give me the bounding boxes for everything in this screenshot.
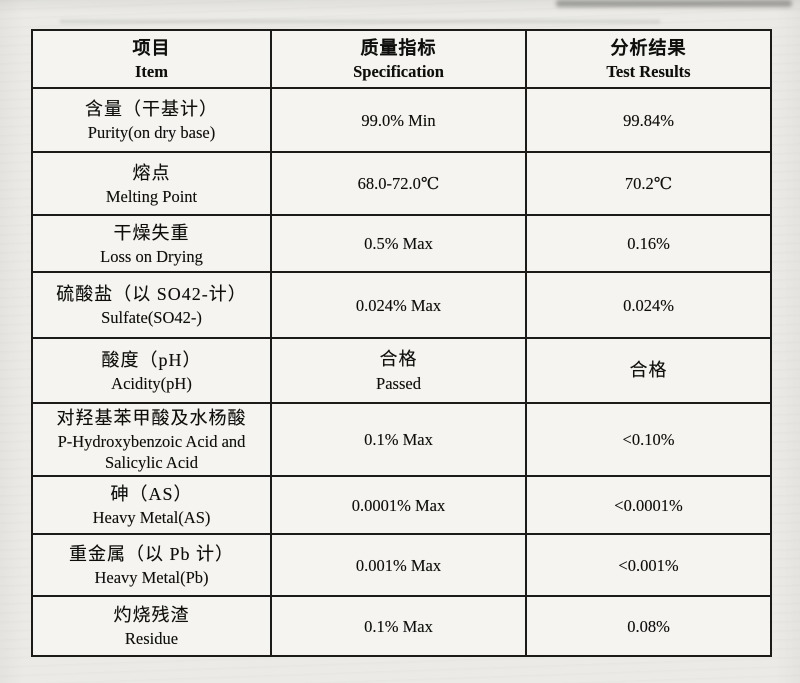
table-row: 熔点 Melting Point 68.0-72.0℃ 70.2℃ — [31, 151, 772, 216]
item-en: Melting Point — [105, 186, 198, 206]
item-en: Acidity(pH) — [111, 373, 192, 393]
header-cell-item: 项目 Item — [31, 29, 272, 89]
item-cell: 酸度（pH） Acidity(pH) — [31, 337, 272, 404]
item-en: Loss on Drying — [100, 246, 203, 266]
spec-cell: 0.024% Max — [270, 271, 527, 339]
item-cell: 灼烧残渣 Residue — [31, 595, 272, 657]
item-en: Heavy Metal(AS) — [92, 508, 211, 527]
result-value: <0.10% — [622, 430, 675, 449]
spec-cell: 0.5% Max — [270, 214, 527, 273]
item-cell: 砷（AS） Heavy Metal(AS) — [31, 475, 272, 535]
table-row: 硫酸盐（以 SO42-计） Sulfate(SO42-) 0.024% Max … — [31, 271, 772, 339]
header-spec-en: Specification — [353, 62, 444, 81]
item-zh: 酸度（pH） — [101, 349, 202, 370]
spec-cell: 0.001% Max — [270, 533, 527, 597]
header-item-en: Item — [135, 62, 168, 81]
item-zh: 重金属（以 Pb 计） — [68, 544, 234, 564]
table-row: 干燥失重 Loss on Drying 0.5% Max 0.16% — [31, 214, 772, 273]
result-cell: <0.0001% — [525, 475, 772, 535]
spec-value: 0.1% Max — [364, 616, 433, 636]
spec-value: 0.1% Max — [364, 430, 433, 449]
item-cell: 重金属（以 Pb 计） Heavy Metal(Pb) — [31, 533, 272, 597]
spec-cell: 合格 Passed — [270, 337, 527, 404]
result-cell: 70.2℃ — [525, 151, 772, 216]
table-row: 砷（AS） Heavy Metal(AS) 0.0001% Max <0.000… — [31, 475, 772, 535]
spec-cell: 0.1% Max — [270, 402, 527, 477]
item-en: P-Hydroxybenzoic Acid and Salicylic Acid — [57, 432, 246, 472]
spec-value: 0.5% Max — [364, 234, 433, 253]
spec-value: 0.001% Max — [355, 555, 442, 575]
result-cell: 99.84% — [525, 87, 772, 153]
table-row: 重金属（以 Pb 计） Heavy Metal(Pb) 0.001% Max <… — [31, 533, 772, 597]
result-cell: <0.001% — [525, 533, 772, 597]
spec-value: 68.0-72.0℃ — [357, 174, 440, 193]
result-value: <0.0001% — [614, 495, 683, 515]
table-row: 对羟基苯甲酸及水杨酸 P-Hydroxybenzoic Acid and Sal… — [31, 402, 772, 477]
result-cell: 0.16% — [525, 214, 772, 273]
spec-value: 0.024% Max — [355, 295, 442, 315]
header-result-zh: 分析结果 — [610, 38, 687, 58]
item-en: Sulfate(SO42-) — [101, 308, 202, 327]
result-cell: <0.10% — [525, 402, 772, 477]
spec-cell: 0.0001% Max — [270, 475, 527, 535]
header-cell-specification: 质量指标 Specification — [270, 29, 527, 89]
spec-value-line2: Passed — [376, 373, 421, 393]
item-en: Residue — [124, 629, 179, 648]
header-cell-test-results: 分析结果 Test Results — [525, 29, 772, 89]
result-value: 0.024% — [623, 295, 674, 315]
header-result-en: Test Results — [606, 62, 691, 81]
result-value: <0.001% — [618, 555, 679, 575]
spec-value: 99.0% Min — [361, 110, 436, 130]
header-item-zh: 项目 — [132, 38, 171, 58]
result-value: 0.16% — [627, 234, 670, 253]
table-row: 含量（干基计） Purity(on dry base) 99.0% Min 99… — [31, 87, 772, 153]
result-cell: 合格 — [525, 337, 772, 404]
item-zh: 熔点 — [132, 162, 171, 183]
header-spec-zh: 质量指标 — [360, 38, 437, 58]
spec-value: 0.0001% Max — [351, 495, 446, 515]
item-cell: 干燥失重 Loss on Drying — [31, 214, 272, 273]
scan-artifact — [556, 0, 792, 7]
item-en: Purity(on dry base) — [87, 123, 216, 142]
result-value: 70.2℃ — [624, 174, 673, 193]
spec-cell: 68.0-72.0℃ — [270, 151, 527, 216]
table-row: 酸度（pH） Acidity(pH) 合格 Passed 合格 — [31, 337, 772, 404]
result-value: 99.84% — [623, 110, 674, 130]
spec-value: 合格 — [379, 348, 418, 369]
coa-table: 项目 Item 质量指标 Specification 分析结果 Test Res… — [31, 29, 772, 657]
item-zh: 硫酸盐（以 SO42-计） — [56, 284, 247, 304]
item-zh: 对羟基苯甲酸及水杨酸 — [56, 408, 247, 428]
item-cell: 熔点 Melting Point — [31, 151, 272, 216]
spec-cell: 0.1% Max — [270, 595, 527, 657]
item-zh: 含量（干基计） — [85, 99, 218, 119]
item-cell: 硫酸盐（以 SO42-计） Sulfate(SO42-) — [31, 271, 272, 339]
spec-cell: 99.0% Min — [270, 87, 527, 153]
result-cell: 0.08% — [525, 595, 772, 657]
header-row: 项目 Item 质量指标 Specification 分析结果 Test Res… — [31, 29, 772, 89]
item-zh: 砷（AS） — [110, 484, 193, 504]
result-value: 0.08% — [627, 616, 670, 636]
item-en: Heavy Metal(Pb) — [94, 568, 209, 587]
item-cell: 含量（干基计） Purity(on dry base) — [31, 87, 272, 153]
table-row: 灼烧残渣 Residue 0.1% Max 0.08% — [31, 595, 772, 657]
item-cell: 对羟基苯甲酸及水杨酸 P-Hydroxybenzoic Acid and Sal… — [31, 402, 272, 477]
item-zh: 干燥失重 — [113, 222, 190, 243]
result-cell: 0.024% — [525, 271, 772, 339]
scan-artifact — [60, 20, 660, 23]
item-zh: 灼烧残渣 — [113, 605, 190, 625]
result-value: 合格 — [629, 360, 668, 380]
